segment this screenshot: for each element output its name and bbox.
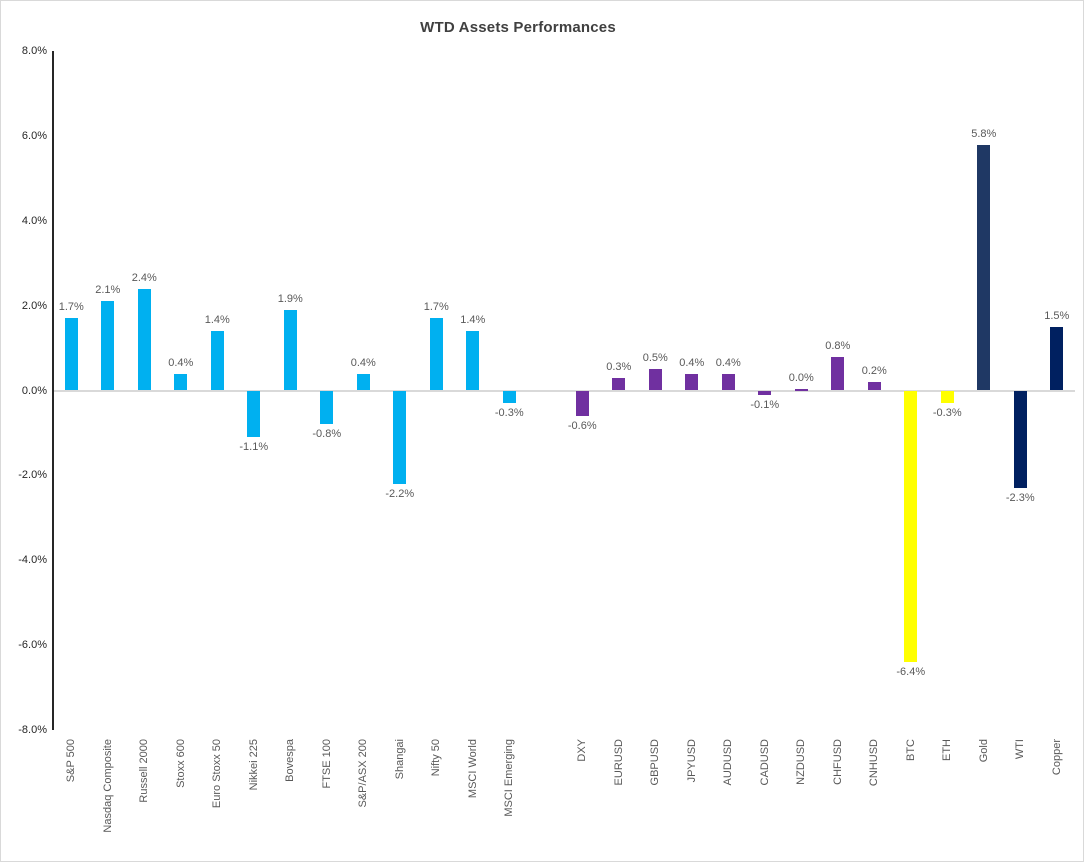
bar [648,369,662,391]
chart-title: WTD Assets Performances [420,19,616,36]
category-label: NZDUSD [795,739,808,785]
bar [247,390,261,438]
bar-value-label: 0.8% [825,339,851,352]
category-label: Bovespa [284,739,297,782]
bar-value-label: -6.4% [896,665,926,678]
bar [1050,326,1064,391]
category-label: S&P 500 [65,739,78,783]
bar-value-label: -0.6% [567,419,597,432]
category-label: CHFUSD [831,739,844,785]
category-label: Copper [1050,739,1063,776]
category-label: Nifty 50 [430,739,443,777]
bar-value-label: 2.4% [131,271,157,284]
category-label: CADUSD [758,739,771,786]
bar [904,390,918,662]
bar [612,377,626,391]
bar-value-label: -1.1% [239,441,269,454]
bar [320,390,334,425]
y-tick-label: 2.0% [21,299,47,312]
bar-value-label: 5.8% [971,127,997,140]
bar-value-label: 0.3% [606,360,632,373]
bar-value-label: 0.4% [715,356,741,369]
bar-value-label: -0.1% [750,398,780,411]
bar [831,356,845,391]
bar [685,373,699,391]
category-label: ETH [941,739,954,761]
bar-value-label: -0.3% [932,407,962,420]
bar [174,373,188,391]
bar-value-label: 1.9% [277,292,303,305]
y-tick-label: 0.0% [21,384,47,397]
bar-value-label: 0.4% [168,356,194,369]
bar-value-label: 0.5% [642,352,668,365]
category-label: DXY [576,739,589,762]
category-label: Nasdaq Composite [101,739,114,833]
bar-value-label: 0.4% [679,356,705,369]
y-axis-line [52,51,54,730]
bar [721,373,735,391]
zero-gridline [53,389,1075,392]
bar [466,331,480,391]
bar-value-label: 1.5% [1044,309,1070,322]
category-label: Russell 2000 [138,739,151,803]
category-label: AUDUSD [722,739,735,786]
bar [64,318,78,391]
category-label: S&P/ASX 200 [357,739,370,808]
y-tick-label: 8.0% [21,45,47,58]
bar-value-label: 1.7% [423,301,449,314]
bar [867,382,881,391]
category-label: Gold [977,739,990,763]
y-tick-label: -6.0% [18,638,47,651]
bar-value-label: -2.3% [1005,492,1035,505]
category-label: BTC [904,739,917,761]
category-label: MSCI Emerging [503,739,516,817]
bar-value-label: 1.7% [58,301,84,314]
bar [429,318,443,391]
y-tick-label: -2.0% [18,469,47,482]
y-tick-label: 6.0% [21,130,47,143]
category-label: EURUSD [612,739,625,786]
bar [502,390,516,404]
category-label: Nikkei 225 [247,739,260,791]
bar [1013,390,1027,489]
category-label: WTI [1014,739,1027,760]
category-label: MSCI World [466,739,479,799]
bar [137,288,151,391]
bar [794,388,808,391]
bar-value-label: 2.1% [95,284,121,297]
category-label: JPYUSD [685,739,698,783]
bar [101,301,115,391]
bar-value-label: -2.2% [385,487,415,500]
bar-value-label: 0.0% [788,371,814,384]
bar [283,309,297,391]
category-label: GBPUSD [649,739,662,786]
y-tick-label: -4.0% [18,554,47,567]
category-label: Euro Stoxx 50 [211,739,224,809]
bar-value-label: -0.8% [312,428,342,441]
bar [210,331,224,391]
category-label: Shangai [393,739,406,780]
y-tick-label: -8.0% [18,723,47,736]
bar [758,390,772,395]
bar-value-label: 1.4% [460,314,486,327]
bar-value-label: 0.2% [861,365,887,378]
bar [940,390,954,404]
bar-value-label: 1.4% [204,314,230,327]
bar-value-label: -0.3% [494,407,524,420]
category-label: Stoxx 600 [174,739,187,788]
bar-value-label: 0.4% [350,356,376,369]
bar [977,144,991,391]
bar [356,373,370,391]
y-tick-label: 4.0% [21,214,47,227]
category-label: CNHUSD [868,739,881,787]
bar [575,390,589,416]
category-label: FTSE 100 [320,739,333,789]
bar [393,390,407,484]
